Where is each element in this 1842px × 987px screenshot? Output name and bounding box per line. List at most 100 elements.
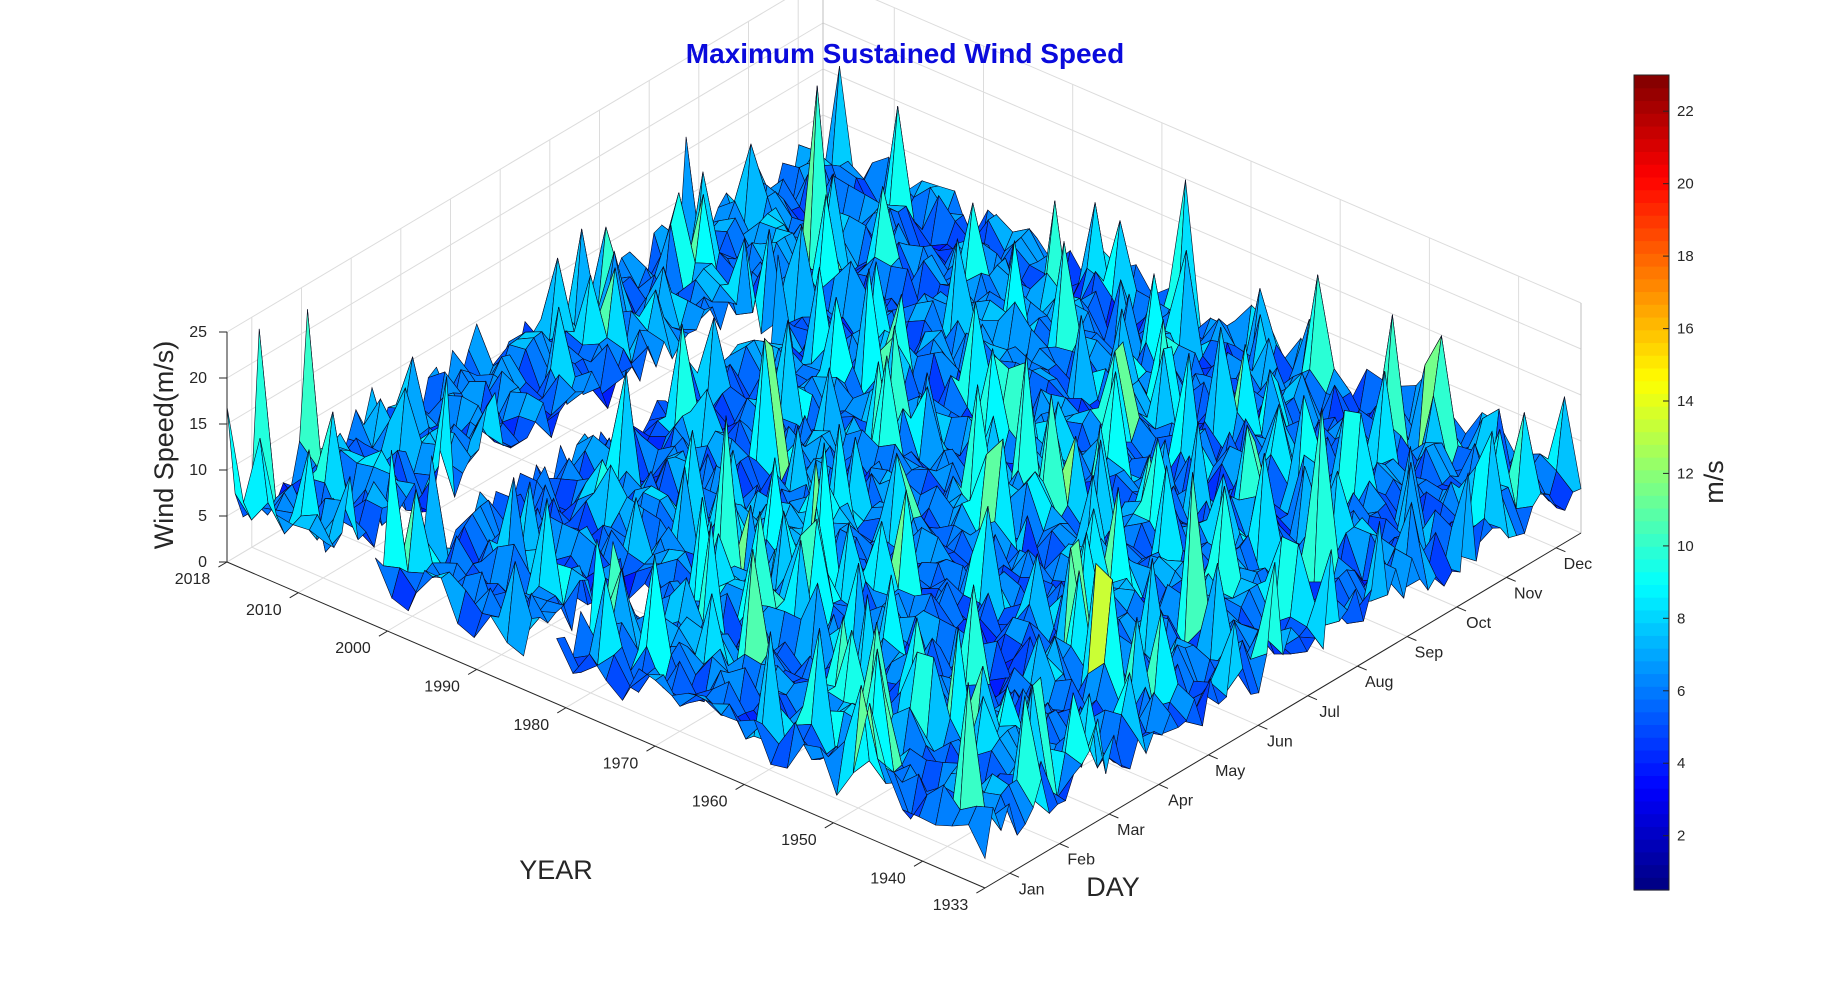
colorbar-segment [1634,788,1669,802]
colorbar-segment [1634,469,1669,484]
z-tick-label: 25 [189,324,207,341]
x-tick-label: Sep [1415,645,1444,662]
y-tick-label: 1960 [692,794,728,811]
colorbar-segment [1634,215,1669,229]
x-tick-mark [1257,724,1268,730]
x-tick-label: Feb [1067,852,1095,869]
chart-title: Maximum Sustained Wind Speed [686,38,1124,69]
colorbar-tick-label: 18 [1677,248,1694,265]
colorbar-tick-label: 16 [1677,321,1694,338]
colorbar-segment [1634,240,1669,254]
x-tick-mark [1307,695,1318,701]
surface-patch [889,105,915,222]
grid-line [251,546,1010,874]
x-tick-label: May [1215,763,1245,780]
axis-ticks: Jan Feb Mar Apr May Jun Jul Aug Sep Oct Nov Dec 1933… [175,324,1592,914]
wind-speed-surface [226,65,1582,860]
y-tick-label: 1980 [514,717,550,734]
x-tick-label: Jan [1019,881,1045,898]
x-tick-label: Dec [1564,556,1592,573]
colorbar-segment [1634,151,1669,165]
y-axis-label: YEAR [519,855,593,885]
x-tick-mark [1059,843,1069,849]
colorbar-segment [1634,457,1669,471]
colorbar-segment [1634,444,1669,458]
colorbar-segment [1634,622,1669,636]
colorbar-segment [1634,724,1669,738]
colorbar-segment [1634,189,1669,203]
colorbar-segment [1634,800,1669,815]
x-tick-mark [1456,606,1467,612]
grid-line [822,114,1582,442]
z-tick-label: 0 [198,554,207,571]
colorbar-segment [1634,635,1669,649]
colorbar-segment [1634,125,1669,140]
colorbar-segment [1634,813,1669,827]
colorbar-segment [1634,864,1669,878]
surface-patch [968,805,994,860]
surface-patch [506,561,533,657]
colorbar-segment [1634,367,1669,382]
colorbar-segment [1634,87,1669,102]
colorbar-segment [1634,482,1669,496]
colorbar-segment [1634,546,1669,560]
grid-line [822,68,1582,396]
y-tick-label: 1933 [933,897,969,914]
y-tick-label: 1950 [781,832,817,849]
y-tick-label: 2000 [335,640,371,657]
colorbar: 2 4 6 8 10 12 14 16 18 20 22 [1633,74,1694,891]
x-tick-label: Oct [1466,615,1491,632]
y-tick-mark [735,784,745,791]
x-tick-label: Jun [1267,733,1293,750]
x-tick-mark [1208,754,1218,760]
surface-patch [703,296,729,331]
colorbar-segment [1634,278,1669,293]
colorbar-segment [1634,839,1669,853]
colorbar-tick-label: 6 [1677,683,1685,700]
z-tick-label: 5 [198,508,207,525]
colorbar-segment [1634,202,1669,216]
colorbar-frame [1633,74,1670,891]
colorbar-segment [1634,558,1669,573]
colorbar-segment [1634,609,1669,624]
x-tick-label: Nov [1514,585,1542,602]
grid-line [226,114,824,471]
colorbar-segment [1634,138,1669,152]
colorbar-segment [1634,495,1669,509]
x-tick-label: Mar [1117,822,1145,839]
y-tick-mark [467,668,477,675]
colorbar-tick-label: 12 [1677,465,1694,482]
colorbar-segment [1634,291,1669,305]
colorbar-segment [1634,520,1669,535]
grid-line [226,0,786,333]
y-tick-mark [289,592,299,599]
colorbar-segment [1634,826,1669,840]
grid-line [875,0,1582,304]
y-tick-mark [378,630,388,637]
colorbar-tick-label: 4 [1677,755,1685,772]
colorbar-segment [1634,775,1669,789]
x-tick-label: Aug [1365,674,1393,691]
z-tick-label: 20 [189,370,207,387]
y-tick-label: 2010 [246,602,282,619]
colorbar-segment [1634,266,1669,280]
y-tick-label: 2018 [175,571,211,588]
colorbar-segment [1634,355,1669,369]
x-tick-mark [1108,813,1119,819]
grid-line [226,68,824,425]
x-tick-mark [1009,872,1020,878]
x-tick-mark [1357,665,1367,671]
y-tick-mark [913,860,923,867]
colorbar-segment [1634,698,1669,713]
y-tick-label: 1990 [424,679,460,696]
y-tick-mark [646,745,656,752]
y-tick-label: 1940 [870,870,906,887]
colorbar-tick-label: 8 [1677,610,1685,627]
colorbar-segment [1634,342,1669,356]
colorbar-segment [1634,227,1669,242]
colorbar-segment [1634,737,1669,751]
x-axis-line [984,532,1582,889]
colorbar-segment [1634,686,1669,700]
colorbar-tick-label: 10 [1677,538,1694,555]
